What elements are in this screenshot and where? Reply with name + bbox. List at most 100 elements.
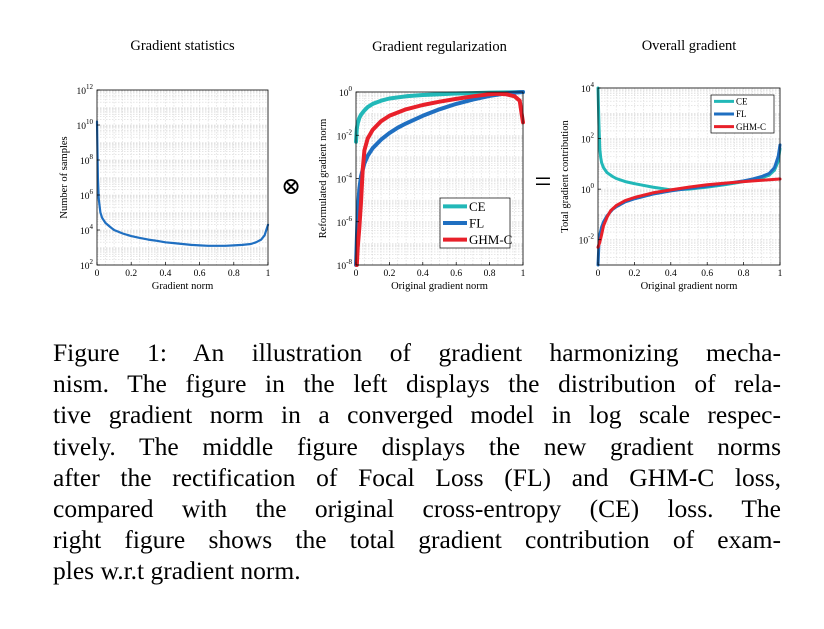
y-tick-label: 104 (80, 223, 94, 237)
y-tick-label: 102 (581, 132, 595, 146)
series-line-fl (596, 143, 782, 267)
y-tick-label: 102 (80, 258, 94, 272)
y-tick-base: 10 (77, 122, 87, 132)
y-tick-exp: 6 (90, 188, 94, 196)
y-tick-label: 100 (581, 182, 595, 196)
times-operator: ⊗ (281, 174, 301, 200)
y-tick-base: 10 (80, 192, 90, 202)
legend-label-ghm-c: GHM-C (736, 122, 766, 132)
caption-line: tively. The middle figure displays the n… (53, 431, 781, 461)
y-tick-label: 10-2 (337, 128, 353, 142)
y-tick-label: 108 (80, 153, 94, 167)
x-tick-label: 0 (354, 269, 359, 279)
x-axis-label: Gradient norm (152, 281, 214, 292)
x-tick-label: 0.6 (450, 269, 462, 279)
y-tick-base: 10 (337, 219, 347, 229)
x-tick-label: 0.4 (417, 269, 429, 279)
equals-operator: = (535, 165, 552, 198)
y-tick-label: 10-4 (337, 172, 353, 186)
y-tick-exp: 12 (86, 83, 94, 91)
axes-box (96, 89, 269, 266)
y-tick-exp: -6 (346, 215, 352, 223)
x-tick-label: 0 (95, 269, 100, 279)
y-tick-base: 10 (77, 87, 87, 97)
chart-title: Gradient statistics (130, 38, 235, 54)
series-line-ghm-c (354, 91, 525, 267)
legend-label-fl: FL (736, 109, 747, 119)
chart-title: Gradient regularization (372, 39, 508, 55)
x-tick-label: 0.8 (738, 269, 750, 279)
legend-label-fl: FL (469, 216, 484, 231)
x-tick-label: 0.2 (628, 269, 640, 279)
series-line-ghm-c (596, 177, 782, 249)
y-tick-exp: 0 (349, 85, 353, 93)
x-tick-label: 1 (521, 269, 526, 279)
legend-label-ce: CE (469, 199, 486, 214)
y-tick-exp: 10 (86, 118, 94, 126)
y-tick-label: 100 (339, 85, 353, 99)
y-tick-base: 10 (337, 176, 347, 186)
y-tick-exp: -2 (588, 233, 594, 241)
y-tick-exp: 4 (591, 81, 595, 89)
caption-line: right figure shows the total gradient co… (53, 525, 781, 555)
caption-line: ples w.r.t gradient norm. (53, 556, 301, 586)
y-tick-label: 106 (80, 188, 94, 202)
grid (598, 88, 780, 265)
y-tick-label: 10-6 (337, 215, 353, 229)
y-tick-exp: 2 (90, 258, 94, 266)
y-tick-base: 10 (581, 186, 591, 196)
grid (97, 90, 268, 265)
x-tick-label: 0.2 (383, 269, 395, 279)
legend: CE FL GHM-C (710, 94, 775, 134)
y-tick-exp: -8 (346, 258, 352, 266)
y-tick-base: 10 (80, 157, 90, 167)
y-tick-base: 10 (579, 237, 589, 247)
x-tick-label: 1 (266, 269, 271, 279)
x-tick-label: 0.4 (665, 269, 677, 279)
y-axis-label: Number of samples (59, 136, 70, 218)
y-tick-label: 10-8 (337, 258, 353, 272)
y-tick-base: 10 (80, 262, 90, 272)
x-tick-label: 0.8 (228, 269, 240, 279)
caption-line: tive gradient norm in a converged model … (53, 400, 781, 430)
chart-title: Overall gradient (642, 38, 737, 54)
y-tick-base: 10 (339, 89, 349, 99)
y-axis-label: Total gradient contribution (560, 120, 571, 233)
caption-line: compared with the original cross-entropy… (53, 494, 781, 524)
y-tick-label: 1012 (77, 83, 94, 97)
legend-label-ghm-c: GHM-C (469, 232, 512, 247)
caption-line: after the rectification of Focal Loss (F… (53, 462, 781, 492)
y-tick-exp: 2 (591, 132, 595, 140)
y-tick-label: 104 (581, 81, 595, 95)
y-tick-label: 1010 (77, 118, 94, 132)
y-tick-base: 10 (581, 136, 591, 146)
x-axis-label: Original gradient norm (641, 281, 738, 292)
y-tick-label: 10-2 (579, 233, 595, 247)
y-tick-exp: -2 (346, 128, 352, 136)
x-tick-label: 0.4 (159, 269, 171, 279)
x-tick-label: 1 (778, 269, 783, 279)
y-tick-base: 10 (337, 132, 347, 142)
legend-label-ce: CE (736, 96, 748, 106)
x-tick-label: 0.6 (194, 269, 206, 279)
y-tick-base: 10 (337, 262, 347, 272)
figure-caption: Figure 1: An illustration of gradient ha… (53, 337, 781, 587)
x-tick-label: 0.2 (125, 269, 137, 279)
x-tick-label: 0 (596, 269, 601, 279)
caption-line: Figure 1: An illustration of gradient ha… (53, 338, 781, 367)
x-tick-label: 0.6 (701, 269, 713, 279)
y-tick-exp: 0 (591, 182, 595, 190)
caption-line: nism. The figure in the left displays th… (53, 369, 781, 399)
y-tick-exp: -4 (346, 172, 352, 180)
y-axis-label: Reformulated gradient norm (318, 119, 329, 239)
series-line-samples (95, 120, 270, 247)
y-tick-exp: 4 (90, 223, 94, 231)
axes-box (597, 87, 781, 266)
y-tick-base: 10 (80, 227, 90, 237)
x-tick-label: 0.8 (484, 269, 496, 279)
